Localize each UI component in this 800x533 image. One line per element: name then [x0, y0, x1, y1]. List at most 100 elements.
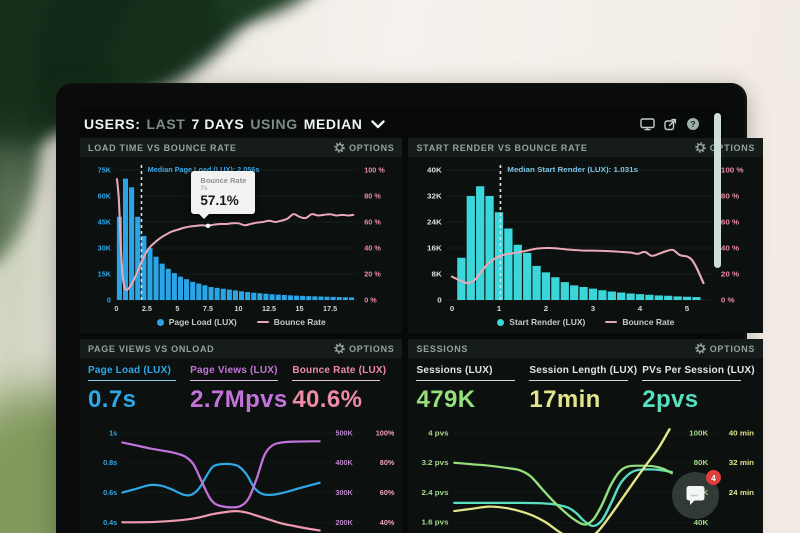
metric-session-length: Session Length (LUX) 17min: [529, 365, 642, 414]
metric-sessions: Sessions (LUX) 479K: [416, 365, 529, 414]
svg-text:0.4s: 0.4s: [103, 519, 117, 527]
options-label: OPTIONS: [349, 142, 395, 153]
svg-text:15K: 15K: [98, 271, 112, 279]
chat-widget[interactable]: 4: [672, 470, 721, 519]
line-marker-icon: [256, 320, 269, 324]
metrics-row: Sessions (LUX) 479K Session Length (LUX)…: [408, 358, 763, 416]
svg-text:?: ?: [690, 119, 695, 129]
panel-title: PAGE VIEWS VS ONLOAD: [88, 343, 215, 354]
svg-text:20 %: 20 %: [721, 270, 740, 278]
panel-header: LOAD TIME VS BOUNCE RATE OPTIONS: [80, 138, 403, 157]
scrollbar-thumb[interactable]: [714, 113, 721, 268]
svg-text:40K: 40K: [694, 518, 709, 526]
svg-text:8K: 8K: [432, 270, 443, 278]
svg-text:2.4 pvs: 2.4 pvs: [422, 488, 449, 496]
load-time-chart[interactable]: 75K 60K 45K 30K 15K 0 100 % 80 % 60 % 40 % 20 % 0 %…: [84, 159, 398, 315]
line-marker-icon: [605, 320, 618, 324]
svg-text:100%: 100%: [376, 430, 395, 438]
metric-label: Page Views (LUX): [190, 365, 279, 381]
svg-text:5: 5: [175, 305, 179, 313]
using-label: USING: [250, 116, 298, 132]
metric-bounce-rate: Bounce Rate (LUX) 40.6%: [292, 365, 394, 414]
chevron-down-icon[interactable]: [370, 119, 385, 129]
svg-text:7.5: 7.5: [203, 305, 213, 313]
metric-label: PVs Per Session (LUX): [642, 365, 755, 381]
svg-text:32 min: 32 min: [729, 459, 755, 467]
metric-value: 2.7Mpvs: [190, 386, 288, 413]
metric-pvs-per-session: PVs Per Session (LUX) 2pvs: [642, 365, 755, 414]
metric-page-load: Page Load (LUX) 0.7s: [88, 365, 190, 414]
legend-label: Page Load (LUX): [168, 317, 237, 327]
svg-text:300K: 300K: [335, 489, 353, 497]
tooltip-value: 57.1%: [200, 192, 239, 208]
svg-text:60K: 60K: [98, 193, 112, 201]
help-icon[interactable]: ?: [686, 117, 700, 131]
options-label: OPTIONS: [709, 343, 756, 354]
panel-header: PAGE VIEWS VS ONLOAD OPTIONS: [80, 339, 403, 358]
svg-text:40 %: 40 %: [721, 244, 740, 252]
chart-legend: Start Render (LUX) Bounce Rate: [408, 315, 763, 333]
legend-label: Bounce Rate: [273, 317, 326, 327]
svg-text:0: 0: [438, 296, 442, 304]
svg-text:5: 5: [685, 304, 689, 312]
tooltip-title: Bounce Rate: [200, 175, 247, 185]
svg-text:16K: 16K: [428, 244, 443, 252]
panel-title: SESSIONS: [416, 343, 469, 354]
gear-icon: [334, 142, 345, 153]
svg-text:0: 0: [450, 304, 454, 312]
svg-text:80 %: 80 %: [364, 193, 381, 201]
monitor-icon[interactable]: [640, 117, 655, 131]
svg-text:12.5: 12.5: [262, 305, 276, 313]
gear-icon: [334, 343, 345, 354]
dashboard-header: USERS: LAST 7 DAYS USING MEDIAN ?: [78, 108, 712, 138]
laptop: USERS: LAST 7 DAYS USING MEDIAN ?: [56, 83, 764, 533]
svg-text:40K: 40K: [428, 166, 443, 174]
options-button[interactable]: OPTIONS: [694, 142, 756, 153]
svg-text:15: 15: [296, 305, 304, 313]
svg-text:0 %: 0 %: [721, 296, 735, 304]
last-label: LAST: [146, 116, 186, 132]
dashboard-screen: USERS: LAST 7 DAYS USING MEDIAN ?: [78, 108, 764, 533]
tooltip-subtitle: 7s: [200, 184, 208, 192]
svg-text:40 min: 40 min: [729, 429, 755, 437]
svg-text:3.2 pvs: 3.2 pvs: [422, 459, 449, 467]
metric-value[interactable]: MEDIAN: [303, 116, 363, 132]
start-render-chart[interactable]: 40K 32K 24K 16K 8K 0 100 % 80 % 60 % 40 % 20 % 0 % 0…: [412, 159, 759, 315]
legend-item: Start Render (LUX): [497, 317, 585, 327]
options-button[interactable]: OPTIONS: [694, 343, 756, 354]
panel-title: START RENDER VS BOUNCE RATE: [416, 142, 588, 153]
gear-icon: [694, 343, 706, 354]
svg-text:24 min: 24 min: [729, 488, 755, 496]
panel-header: START RENDER VS BOUNCE RATE OPTIONS: [408, 138, 764, 157]
metric-value: 40.6%: [292, 386, 363, 413]
page-title[interactable]: USERS: LAST 7 DAYS USING MEDIAN: [84, 116, 385, 132]
svg-text:2.5: 2.5: [142, 305, 152, 313]
svg-text:1: 1: [497, 304, 501, 312]
panel-grid: LOAD TIME VS BOUNCE RATE OPTIONS 75K 60K 4…: [78, 138, 764, 533]
panel-page-views-vs-onload: PAGE VIEWS VS ONLOAD OPTIONS Page Load (…: [80, 339, 403, 533]
svg-text:60 %: 60 %: [364, 219, 381, 227]
page-views-onload-chart[interactable]: 1s 0.8s 0.6s 0.4s 500K 400K 300K 200K 100% 80% 60%…: [84, 418, 398, 533]
options-button[interactable]: OPTIONS: [334, 142, 394, 153]
options-button[interactable]: OPTIONS: [334, 343, 394, 354]
metric-page-views: Page Views (LUX) 2.7Mpvs: [190, 365, 292, 414]
metric-label: Bounce Rate (LUX): [292, 365, 386, 381]
share-icon[interactable]: [664, 118, 677, 131]
days-value[interactable]: 7 DAYS: [191, 116, 245, 132]
svg-text:20 %: 20 %: [364, 271, 381, 279]
svg-text:100 %: 100 %: [364, 167, 385, 175]
svg-text:500K: 500K: [335, 430, 353, 438]
options-label: OPTIONS: [709, 142, 756, 153]
dot-marker-icon: [497, 318, 505, 326]
notification-badge: 4: [706, 470, 721, 485]
svg-text:Median Page Load (LUX): 2.056s: Median Page Load (LUX): 2.056s: [148, 166, 260, 174]
panel-sessions: SESSIONS OPTIONS Sessions (LUX) 479K Ses…: [408, 339, 764, 533]
metric-label: Sessions (LUX): [416, 365, 516, 381]
svg-text:0: 0: [107, 297, 111, 305]
metric-value: 2pvs: [642, 386, 699, 413]
options-label: OPTIONS: [349, 343, 395, 354]
svg-text:17.5: 17.5: [323, 305, 337, 313]
svg-text:0: 0: [114, 305, 118, 313]
svg-text:75K: 75K: [98, 167, 112, 175]
